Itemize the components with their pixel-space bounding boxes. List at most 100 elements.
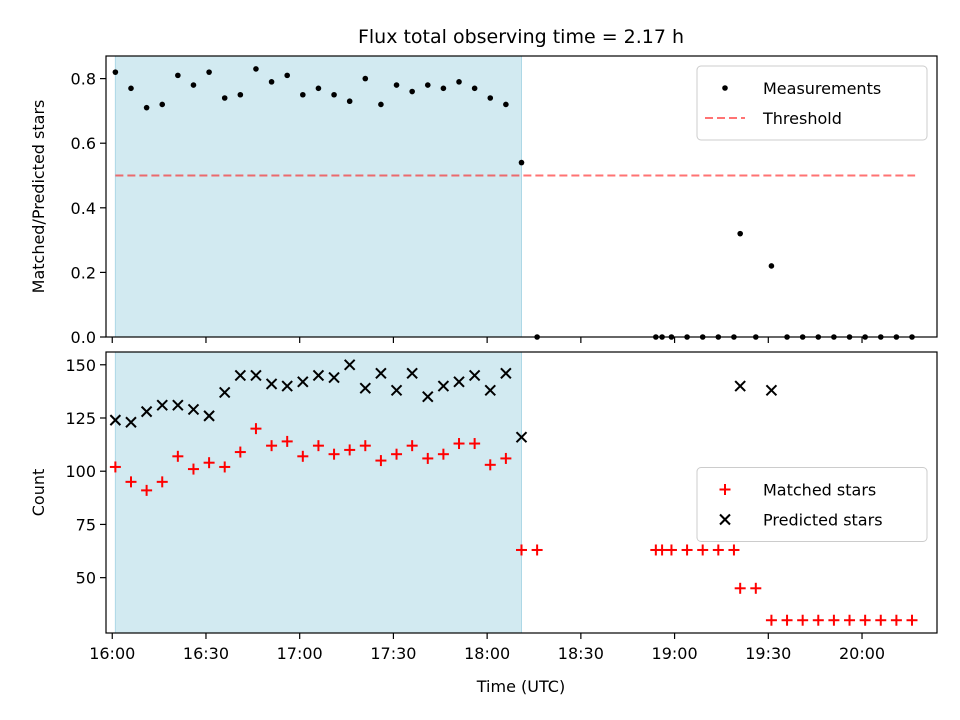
data-point: [268, 79, 275, 85]
x-tick-label: 19:00: [652, 644, 698, 663]
data-point: [765, 614, 777, 626]
data-point: [484, 384, 496, 397]
data-point: [750, 582, 762, 594]
legend-label: Threshold: [762, 109, 842, 128]
data-point: [281, 380, 293, 392]
data-point: [516, 544, 527, 556]
data-point: [203, 457, 215, 469]
data-point: [328, 448, 340, 460]
data-point: [219, 386, 231, 399]
data-point: [375, 455, 387, 467]
data-point: [172, 450, 184, 462]
data-point: [375, 367, 387, 379]
data-point: [109, 461, 121, 473]
legend-label: Measurements: [763, 79, 881, 98]
data-point: [500, 367, 512, 379]
data-point: [159, 101, 166, 108]
y-tick-label: 0.6: [71, 134, 96, 153]
data-point: [440, 85, 447, 92]
data-point: [203, 410, 215, 422]
data-point: [125, 476, 137, 488]
data-point: [424, 82, 431, 88]
data-point: [219, 461, 231, 473]
data-point: [359, 382, 372, 394]
data-point: [890, 614, 902, 626]
data-point: [681, 544, 693, 556]
data-point: [343, 359, 356, 371]
data-point: [765, 384, 778, 397]
data-point: [734, 582, 746, 594]
data-point: [859, 614, 871, 626]
data-point: [312, 440, 324, 452]
data-point: [175, 72, 181, 79]
axes-frame: [105, 55, 938, 338]
data-point: [409, 88, 415, 95]
legend-label: Predicted stars: [763, 511, 883, 530]
data-point: [140, 405, 153, 418]
data-point: [312, 369, 325, 382]
data-point: [781, 614, 793, 626]
shaded-region: [114, 55, 522, 338]
data-point: [468, 369, 481, 382]
x-axis-label: Time (UTC): [476, 677, 565, 696]
y-axis-label: Count: [29, 469, 48, 517]
data-point: [265, 378, 278, 390]
data-point: [253, 66, 259, 72]
y-tick-label: 100: [65, 462, 96, 481]
y-tick-label: 150: [65, 356, 96, 375]
data-point: [331, 91, 337, 98]
legend: Matched stars Predicted stars: [696, 467, 928, 542]
data-point: [187, 403, 200, 416]
data-point: [125, 416, 137, 428]
x-tick-label: 17:00: [277, 644, 323, 663]
data-point: [393, 82, 400, 88]
data-point: [378, 101, 384, 108]
data-point: [362, 75, 369, 82]
data-point: [300, 91, 306, 98]
data-point: [437, 448, 449, 460]
data-point: [737, 230, 743, 237]
legend-marker-matched: [719, 484, 731, 495]
data-point: [812, 614, 824, 626]
data-point: [234, 446, 246, 458]
y-tick-label: 50: [76, 569, 96, 588]
data-point: [141, 484, 153, 496]
data-point: [297, 376, 309, 388]
legend-marker-predicted: [719, 513, 731, 526]
legend-box: [696, 467, 928, 542]
data-point: [469, 438, 481, 450]
data-point: [906, 614, 918, 626]
data-point: [406, 367, 418, 379]
y-axis-label: Matched/Predicted stars: [29, 100, 48, 294]
y-tick-label: 0.4: [71, 199, 96, 218]
legend: Measurements Threshold: [696, 65, 928, 141]
data-point: [328, 371, 340, 384]
legend-marker-measurements: [722, 85, 728, 91]
data-point: [266, 440, 278, 452]
axes-frame: [105, 351, 938, 634]
data-point: [453, 438, 465, 450]
data-point: [665, 544, 677, 556]
data-point: [484, 459, 496, 471]
x-tick-label: 17:30: [370, 644, 416, 663]
legend-box: [696, 65, 928, 141]
x-tick-label: 16:00: [89, 644, 135, 663]
data-point: [297, 450, 309, 462]
legend-label: Matched stars: [763, 481, 876, 500]
x-tick-label: 19:30: [745, 644, 791, 663]
data-point: [206, 69, 212, 75]
data-point: [172, 399, 184, 411]
data-point: [437, 380, 450, 392]
data-point: [828, 614, 840, 626]
data-point: [768, 263, 775, 269]
data-point: [728, 544, 740, 556]
data-point: [128, 85, 134, 92]
chart-title: Flux total observing time = 2.17 h: [358, 26, 684, 48]
data-point: [344, 444, 356, 456]
x-tick-label: 18:30: [558, 644, 604, 663]
data-point: [471, 85, 478, 92]
data-point: [281, 435, 293, 447]
panel-top-ratio: 0.0 0.2 0.4 0.6 0.8 Matched/Predicted stars Me…: [29, 55, 938, 347]
y-tick-label: 75: [76, 515, 96, 534]
data-point: [697, 544, 709, 556]
